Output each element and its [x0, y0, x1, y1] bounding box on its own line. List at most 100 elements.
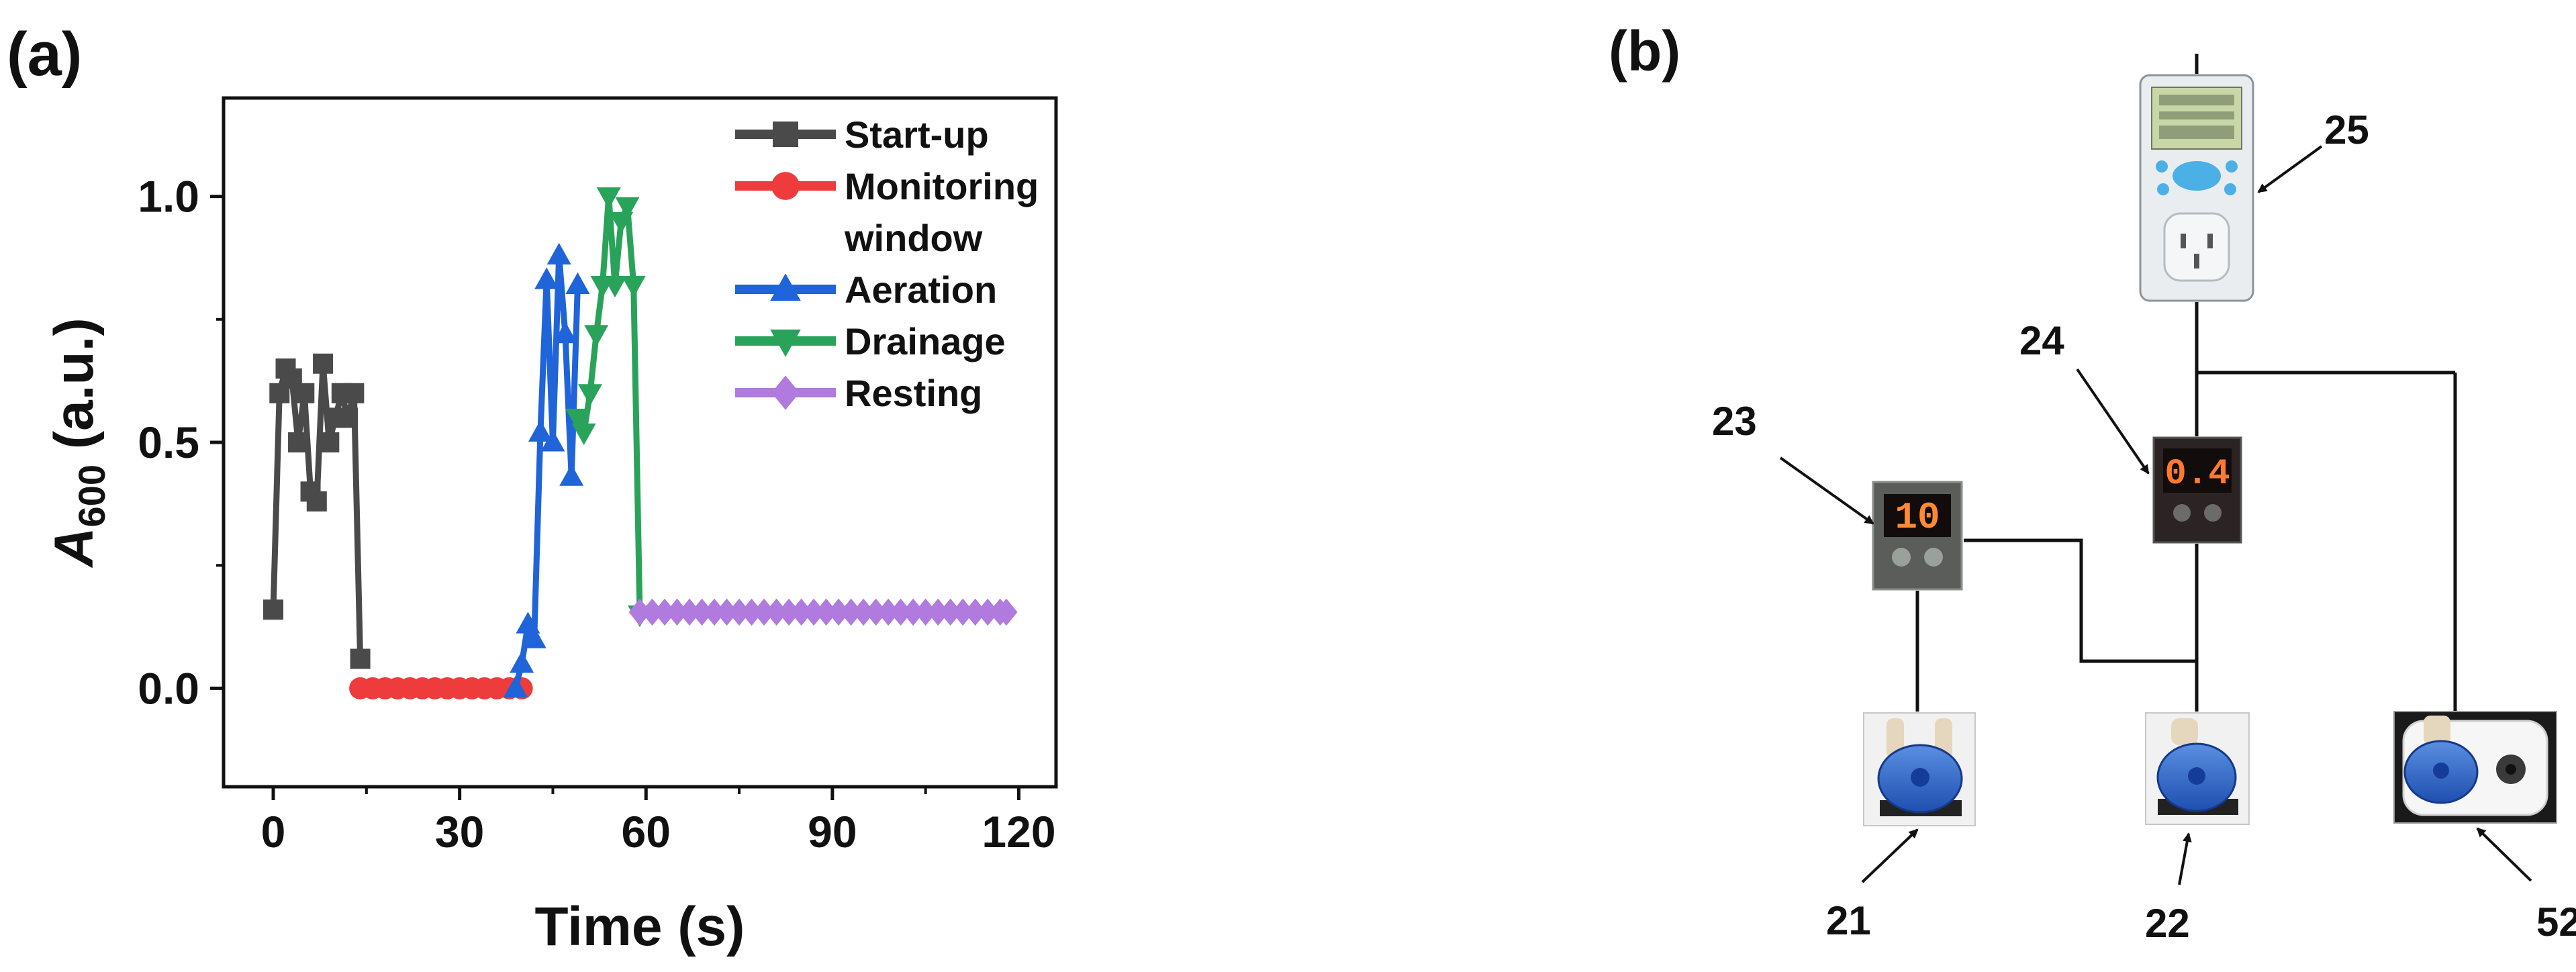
legend-label: Start-up [845, 113, 989, 156]
y-axis-label-main: A [44, 527, 105, 568]
panel-a-label: (a) [7, 20, 82, 89]
x-tick-label: 60 [622, 807, 671, 857]
x-tick-label: 120 [982, 807, 1055, 857]
data-point [741, 598, 763, 626]
series-line [575, 193, 643, 615]
callout-23: 23 [1712, 399, 1757, 444]
data-point [890, 598, 912, 626]
chart-axes: 0 30 60 90 120 0.0 0.5 1.0 [138, 172, 1055, 857]
data-point [571, 423, 596, 446]
callout-arrows [1779, 145, 2532, 885]
panel-b-label: (b) [1609, 19, 1680, 83]
data-point [641, 598, 664, 626]
data-point [802, 598, 825, 626]
data-point [306, 491, 327, 512]
data-point [510, 651, 534, 673]
legend-swatch-marker [770, 329, 801, 357]
y-axis-label-unit: (a.u.) [44, 318, 105, 465]
data-point [865, 598, 888, 626]
relay-24-display: 0.4 [2164, 454, 2230, 495]
x-tick-label: 30 [435, 807, 484, 857]
y-tick-label: 1.0 [138, 172, 199, 222]
data-point [877, 598, 900, 626]
data-point [852, 598, 875, 626]
legend-item: Drainage [735, 320, 1006, 362]
legend-item: Aeration [735, 269, 997, 311]
data-point [976, 598, 999, 626]
data-point [534, 267, 559, 289]
data-point [344, 383, 365, 403]
chart-marks [263, 187, 1018, 699]
data-point [728, 598, 751, 626]
data-point [995, 598, 1018, 626]
legend-swatch-marker [771, 375, 800, 410]
data-point [615, 197, 640, 219]
data-point [790, 598, 813, 626]
chart-a: 0 30 60 90 120 0.0 0.5 1.0 Time (s) A600 (a.u.)… [44, 96, 1058, 957]
data-point [294, 383, 315, 403]
data-point [678, 598, 701, 626]
data-point [263, 599, 284, 620]
data-point [528, 420, 553, 442]
peristaltic-pump-21 [1863, 712, 1976, 826]
legend-item: Resting [735, 372, 982, 414]
data-point [765, 598, 788, 626]
wiring [1915, 54, 2457, 712]
legend-label: Aeration [845, 269, 997, 311]
timer-socket-25 [2139, 74, 2254, 302]
callout-21: 21 [1826, 898, 1871, 943]
data-point [602, 275, 627, 298]
digital-relay-24: 0.4 [2152, 436, 2242, 544]
data-point [565, 408, 590, 431]
series-drainage [565, 187, 652, 628]
data-point [546, 242, 571, 265]
legend-swatch-marker [770, 273, 801, 301]
data-point [840, 598, 863, 626]
data-point [666, 598, 689, 626]
data-point [815, 598, 838, 626]
legend-item: Start-up [735, 113, 989, 156]
x-axis-label: Time (s) [535, 896, 745, 957]
data-point [584, 325, 609, 347]
y-axis-label-sub: 600 [70, 465, 113, 527]
data-point [653, 598, 676, 626]
peristaltic-pump-52 [2393, 711, 2557, 824]
y-tick-label: 0.5 [138, 418, 199, 467]
legend-label: Resting [845, 372, 982, 414]
series-start-up [263, 353, 371, 669]
legend-swatch-marker [773, 122, 798, 147]
relay-23-display: 10 [1895, 496, 1940, 539]
callout-52: 52 [2536, 900, 2576, 944]
data-point [926, 598, 949, 626]
y-axis-label: A600 (a.u.) [44, 318, 113, 568]
data-point [522, 626, 546, 648]
data-point [350, 648, 371, 669]
callout-24: 24 [2019, 318, 2064, 363]
data-point [753, 598, 775, 626]
data-point [577, 384, 602, 406]
data-point [313, 353, 334, 374]
legend-label: Monitoring [845, 165, 1039, 207]
data-point [691, 598, 714, 626]
data-point [628, 598, 651, 626]
data-point [716, 598, 738, 626]
data-point [914, 598, 937, 626]
legend-swatch-marker [771, 172, 800, 200]
data-point [939, 598, 962, 626]
data-point [964, 598, 987, 626]
series-resting [628, 598, 1018, 626]
data-point [703, 598, 726, 626]
data-point [503, 675, 528, 697]
legend: Start-up Monitoring window Aeration Drainage… [735, 113, 1039, 414]
digital-relay-23: 10 [1872, 481, 1963, 591]
data-point [827, 598, 850, 626]
callout-22: 22 [2145, 901, 2190, 946]
x-tick-label: 0 [261, 807, 286, 857]
y-tick-label: 0.0 [138, 663, 199, 713]
series-aeration [503, 242, 590, 697]
data-point [540, 430, 565, 452]
data-point [319, 432, 340, 452]
data-point [288, 432, 309, 452]
data-point [621, 275, 646, 298]
